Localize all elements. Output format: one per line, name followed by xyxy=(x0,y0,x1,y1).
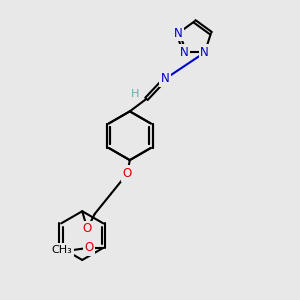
Text: N: N xyxy=(200,46,209,59)
Text: CH₃: CH₃ xyxy=(51,245,72,255)
Text: H: H xyxy=(131,88,139,98)
Text: O: O xyxy=(84,241,94,254)
Text: O: O xyxy=(123,167,132,180)
Text: O: O xyxy=(83,222,92,235)
Text: N: N xyxy=(180,46,189,59)
Text: N: N xyxy=(174,27,183,40)
Text: N: N xyxy=(161,72,170,85)
